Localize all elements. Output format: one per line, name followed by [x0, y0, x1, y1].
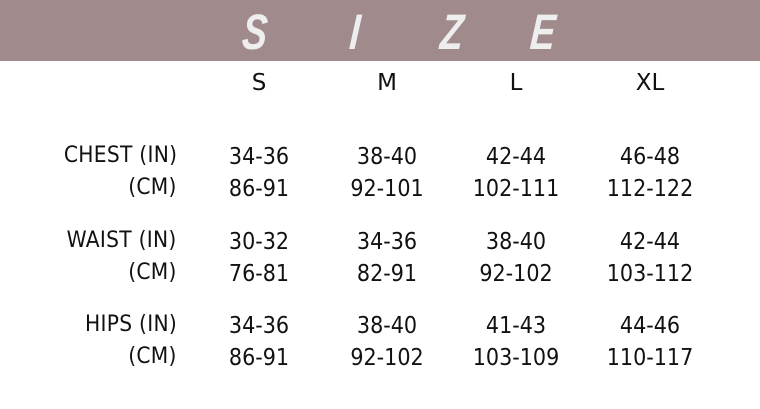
measurement-cell: 34-36 [228, 313, 290, 339]
banner-letter: S [240, 4, 270, 60]
row-label: CHEST (IN) [63, 143, 177, 168]
row-label: (CM) [128, 175, 177, 200]
measurement-cell: 38-40 [356, 144, 418, 170]
size-header-l: L [509, 70, 523, 96]
measurement-cell: 112-122 [606, 176, 694, 202]
measurement-cell: 42-44 [619, 229, 681, 255]
size-header-m: M [377, 70, 397, 96]
measurement-cell: 38-40 [485, 229, 547, 255]
row-label: HIPS (IN) [84, 312, 177, 337]
measurement-cell: 42-44 [485, 144, 547, 170]
measurement-cell: 86-91 [228, 345, 290, 371]
row-label: (CM) [128, 344, 177, 369]
measurement-cell: 34-36 [356, 229, 418, 255]
size-banner: S I Z E [0, 0, 760, 61]
measurement-cell: 92-102 [350, 345, 424, 371]
measurement-cell: 82-91 [356, 261, 418, 287]
measurement-cell: 92-102 [479, 261, 553, 287]
measurement-cell: 102-111 [472, 176, 560, 202]
row-label: WAIST (IN) [66, 228, 177, 253]
size-header-xl: XL [635, 70, 665, 96]
measurement-cell: 110-117 [606, 345, 694, 371]
measurement-cell: 41-43 [485, 313, 547, 339]
measurement-cell: 76-81 [228, 261, 290, 287]
measurement-cell: 30-32 [228, 229, 290, 255]
size-header-s: S [251, 70, 267, 96]
measurement-cell: 103-109 [472, 345, 560, 371]
banner-letter: Z [438, 4, 466, 60]
measurement-cell: 92-101 [350, 176, 424, 202]
measurement-cell: 38-40 [356, 313, 418, 339]
measurement-cell: 86-91 [228, 176, 290, 202]
measurement-cell: 44-46 [619, 313, 681, 339]
measurement-cell: 46-48 [619, 144, 681, 170]
measurement-cell: 103-112 [606, 261, 694, 287]
banner-letter: E [528, 4, 558, 60]
measurement-cell: 34-36 [228, 144, 290, 170]
banner-letter: I [347, 4, 363, 60]
row-label: (CM) [128, 260, 177, 285]
